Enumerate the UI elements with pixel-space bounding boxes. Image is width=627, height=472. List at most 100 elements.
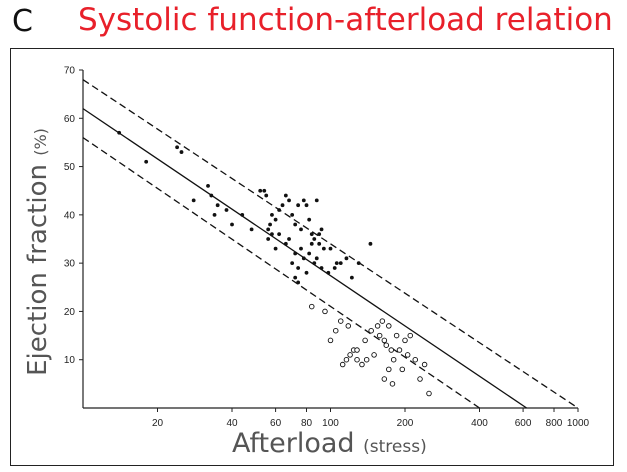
x-tick-label: 400 — [471, 418, 488, 429]
filled-point — [321, 246, 326, 251]
open-point — [388, 347, 395, 353]
filled-point — [179, 150, 184, 154]
filled-point — [290, 212, 295, 217]
filled-point — [319, 227, 324, 232]
filled-point — [266, 227, 271, 232]
y-tick-label: 20 — [64, 307, 76, 318]
open-point — [354, 356, 360, 363]
filled-point — [368, 241, 373, 246]
filled-point — [293, 251, 298, 256]
filled-point — [240, 212, 245, 217]
filled-point — [317, 232, 322, 237]
filled-point — [338, 261, 343, 266]
open-point — [389, 381, 396, 387]
filled-point — [287, 198, 291, 203]
open-point — [322, 308, 328, 315]
open-point — [386, 366, 392, 373]
filled-point — [304, 203, 309, 208]
regression-lines — [82, 79, 579, 409]
filled-point — [309, 232, 314, 237]
filled-point — [317, 241, 322, 246]
open-point — [376, 332, 383, 339]
filled-point — [264, 193, 269, 198]
open-point — [309, 303, 315, 310]
open-point — [359, 361, 365, 368]
filled-point — [349, 275, 354, 280]
open-point — [402, 337, 408, 344]
open-point — [345, 323, 352, 329]
open-point — [374, 323, 381, 329]
filled-point — [144, 159, 149, 164]
open-point — [383, 342, 390, 348]
filled-point — [280, 203, 285, 208]
filled-point — [212, 212, 217, 217]
filled-point — [301, 256, 306, 261]
x-tick-label: 200 — [397, 418, 414, 429]
filled-point — [270, 212, 274, 217]
panel-letter: C — [12, 4, 33, 39]
filled-point — [314, 256, 319, 261]
open-point — [396, 347, 403, 353]
open-point — [390, 356, 397, 363]
filled-point — [283, 193, 288, 198]
open-point — [381, 376, 388, 382]
filled-point — [296, 280, 301, 285]
y-tick-label: 10 — [64, 355, 76, 366]
filled-point — [344, 256, 349, 261]
y-axis-label-text: Ejection fraction — [23, 164, 53, 376]
filled-point — [290, 261, 295, 266]
filled-point — [117, 130, 122, 135]
x-tick-label: 20 — [152, 418, 164, 429]
x-tick-label: 100 — [322, 418, 339, 429]
filled-point — [307, 251, 312, 256]
filled-point — [334, 261, 339, 266]
open-point — [426, 390, 432, 397]
filled-point — [304, 270, 309, 275]
open-point — [368, 327, 374, 334]
filled-point — [277, 232, 282, 237]
filled-point — [283, 241, 288, 246]
filled-point — [299, 246, 303, 251]
open-point — [407, 332, 413, 339]
open-point — [354, 347, 360, 353]
y-tick-label: 60 — [64, 114, 76, 125]
x-tick-label: 40 — [226, 418, 238, 429]
filled-point — [215, 203, 220, 208]
filled-point — [277, 208, 282, 212]
open-point — [363, 356, 370, 363]
open-point — [404, 352, 411, 358]
open-point — [381, 337, 388, 344]
filled-point — [293, 222, 298, 227]
open-point — [379, 318, 386, 324]
y-tick-label: 50 — [64, 162, 76, 173]
filled-point — [273, 246, 278, 251]
open-point — [347, 352, 353, 358]
open-point — [339, 361, 346, 368]
y-tick-label: 40 — [64, 210, 76, 221]
x-tick-label: 80 — [301, 418, 313, 429]
filled-point — [326, 270, 331, 275]
filled-point — [312, 237, 317, 241]
open-point — [337, 318, 344, 324]
filled-point — [296, 203, 301, 208]
filled-point — [309, 241, 314, 246]
filled-point — [273, 217, 278, 222]
x-axis-label: Afterload (stress) — [232, 428, 427, 459]
filled-point — [332, 266, 337, 270]
chart-title: Systolic function-afterload relation — [78, 2, 613, 38]
filled-point — [328, 246, 333, 251]
open-point — [412, 356, 418, 363]
filled-point — [319, 266, 324, 270]
x-tick-label: 60 — [270, 418, 282, 429]
open-point — [332, 327, 339, 334]
y-axis-label: Ejection fraction (%) — [23, 128, 53, 376]
filled-point — [249, 227, 254, 232]
open-point — [386, 323, 392, 329]
axes: 10 20 30 40 50 60 70 20 40 60 80 100 200 400 600 800 100… — [64, 66, 590, 430]
confidence-line — [82, 137, 480, 409]
filled-point — [209, 193, 214, 198]
filled-point — [293, 275, 298, 280]
filled-point — [287, 237, 291, 241]
open-point — [327, 337, 334, 344]
